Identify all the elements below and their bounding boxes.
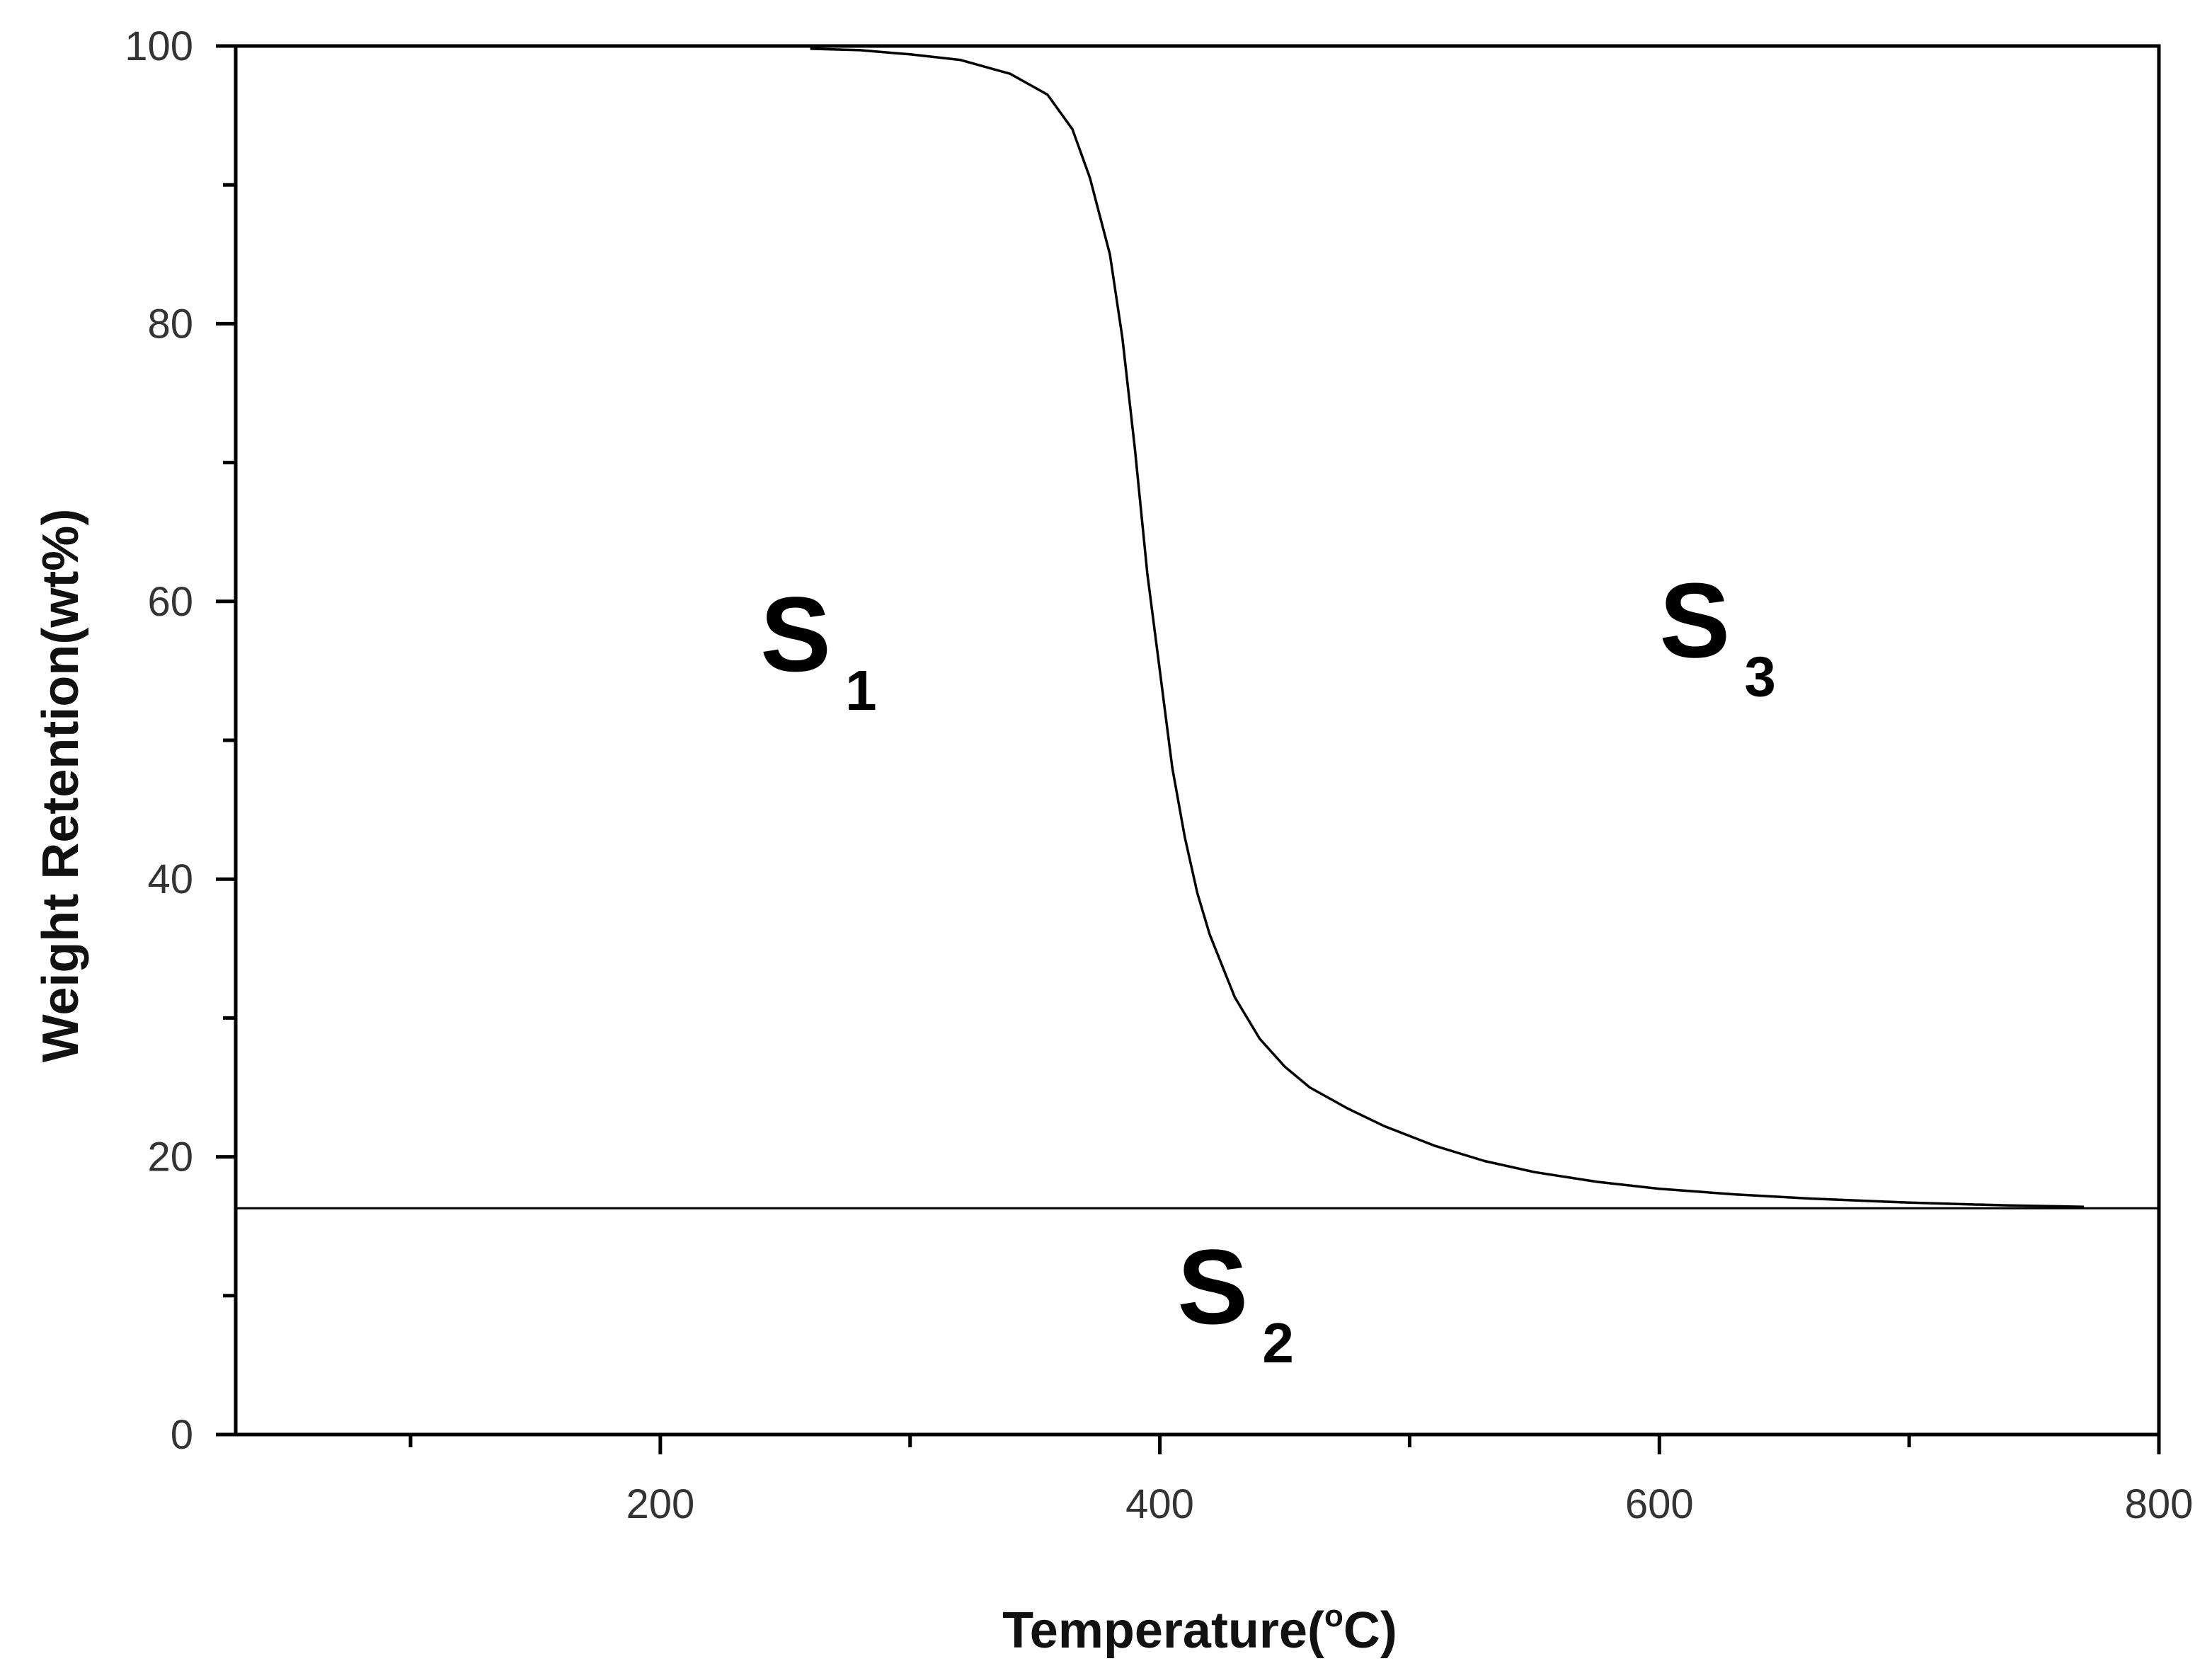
series-line-1 [810, 47, 2085, 1208]
x-axis-title: Temperature(oC) [1002, 1599, 1397, 1659]
y-tick-label: 100 [125, 23, 193, 69]
plot-layer [236, 47, 2159, 1209]
x-tick-label: 600 [1625, 1481, 1694, 1527]
y-tick-label: 40 [147, 856, 193, 902]
x-tick-label: 800 [2125, 1481, 2194, 1527]
y-tick-label: 80 [147, 301, 193, 347]
y-axis-title: Weight Retention(wt%) [33, 509, 89, 1063]
y-tick-label: 60 [147, 579, 193, 625]
x-tick-label: 400 [1125, 1481, 1194, 1527]
axis-layer: 200 400 600 800 0 20 40 60 80 100 [125, 23, 2193, 1527]
plot-frame [234, 44, 2161, 1437]
y-tick-label: 20 [147, 1134, 193, 1180]
region-labels: S 1 S 2 S 3 [760, 561, 1776, 1374]
x-tick-label: 200 [626, 1481, 694, 1527]
y-tick-label: 0 [171, 1412, 193, 1458]
